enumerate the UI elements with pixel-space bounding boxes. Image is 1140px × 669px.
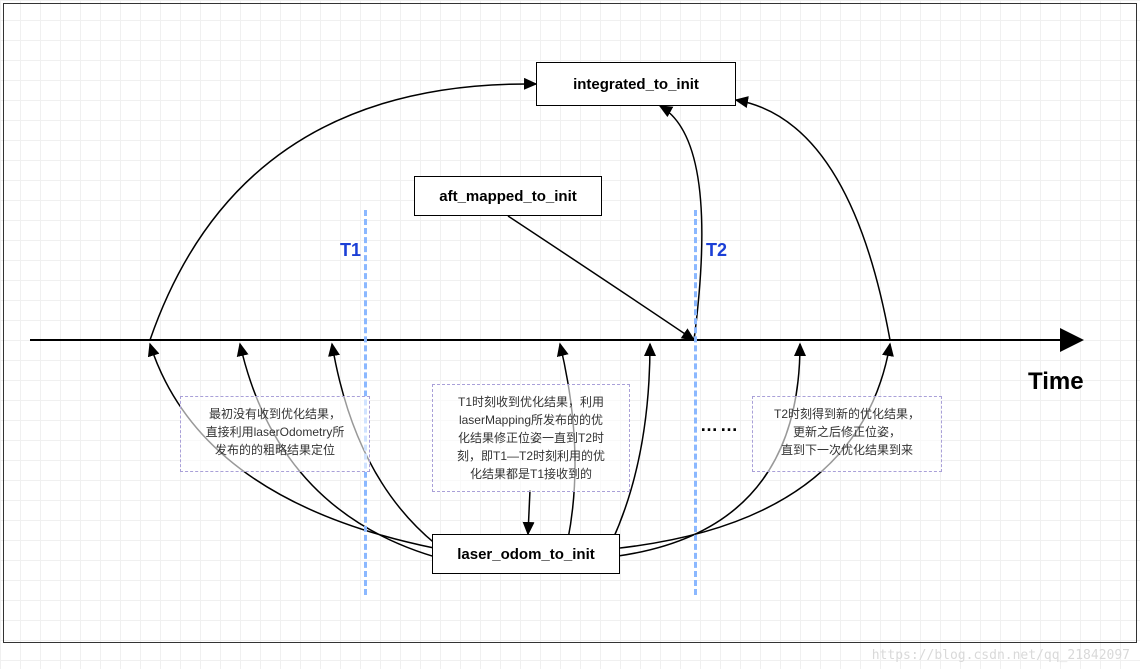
node-integrated-to-init: integrated_to_init bbox=[536, 62, 736, 106]
node-laser-odom-to-init: laser_odom_to_init bbox=[432, 534, 620, 574]
t1-label: T1 bbox=[340, 240, 361, 261]
watermark: https://blog.csdn.net/qq_21842097 bbox=[872, 648, 1130, 663]
note-t2: T2时刻得到新的优化结果，更新之后修正位姿，直到下一次优化结果到来 bbox=[752, 396, 942, 472]
ellipsis: …… bbox=[700, 415, 740, 436]
time-marker-t2 bbox=[694, 210, 697, 595]
node-aft-mapped-to-init: aft_mapped_to_init bbox=[414, 176, 602, 216]
note-t1: T1时刻收到优化结果，利用laserMapping所发布的的优化结果修正位姿一直… bbox=[432, 384, 630, 492]
t2-label: T2 bbox=[706, 240, 727, 261]
note-initial: 最初没有收到优化结果，直接利用laserOdometry所发布的的粗略结果定位 bbox=[180, 396, 370, 472]
axis-time-label: Time bbox=[1028, 368, 1084, 396]
